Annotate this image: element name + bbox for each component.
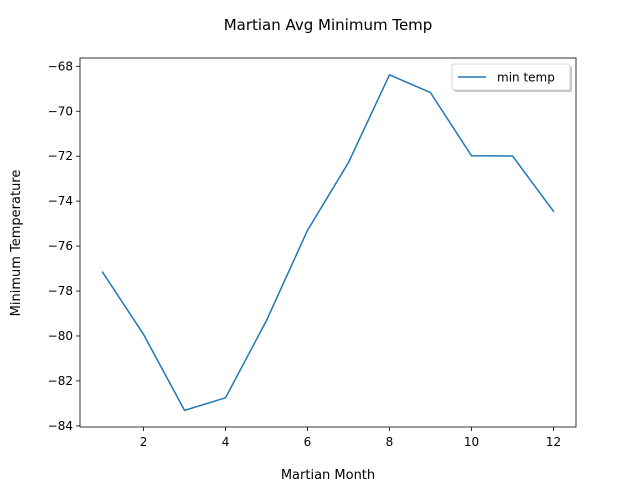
y-tick-label: −74 [48, 194, 73, 208]
x-tick-label: 12 [546, 435, 561, 449]
y-tick-label: −80 [48, 329, 73, 343]
plot-frame [79, 57, 577, 428]
y-tick-label: −68 [48, 59, 73, 73]
x-axis-label: Martian Month [281, 468, 375, 480]
y-tick-label: −78 [48, 284, 73, 298]
legend-box [451, 63, 571, 91]
x-tick-label: 8 [386, 435, 394, 449]
y-tick-label: −76 [48, 239, 73, 253]
y-tick-label: −70 [48, 104, 73, 118]
plot-area: 2 4 6 8 10 12 −84 −82 −80 −78 −76 −74 −72 −70 −68 min t… [48, 57, 577, 449]
x-tick-label: 6 [304, 435, 312, 449]
y-axis-label: Minimum Temperature [9, 170, 24, 317]
x-tick-label: 10 [464, 435, 479, 449]
x-tick-label: 4 [222, 435, 230, 449]
y-tick-label: −82 [48, 374, 73, 388]
legend-label-0: min temp [497, 71, 555, 85]
x-tick-label: 2 [140, 435, 148, 449]
chart-title: Martian Avg Minimum Temp [224, 16, 433, 34]
y-tick-label: −72 [48, 149, 73, 163]
y-tick-label: −84 [48, 419, 73, 433]
series-line-0 [101, 74, 555, 412]
